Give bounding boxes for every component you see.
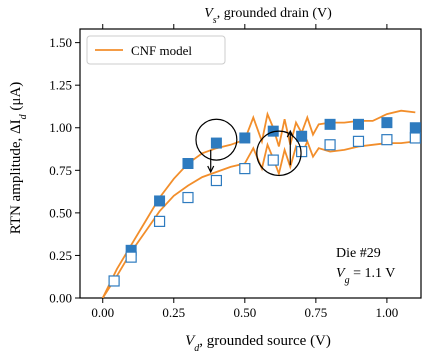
x-tick-label: 0.75: [304, 305, 327, 320]
filled-square-point: [154, 195, 166, 207]
filled-square-point: [296, 130, 308, 142]
legend: CNF model: [86, 35, 226, 65]
plot-frame: [79, 28, 422, 299]
y-tick-label: 1.50: [49, 35, 72, 50]
open-square-point: [153, 215, 166, 227]
legend-label: CNF model: [131, 43, 192, 58]
filled-square-point: [182, 158, 194, 169]
arrow-head: [207, 165, 215, 174]
x-tick-label: 0.25: [162, 305, 185, 320]
y-axis-title: RTN amplitude, ΔId (μA): [8, 82, 29, 235]
open-square-point: [409, 132, 421, 144]
filled-square-point: [381, 117, 393, 129]
filled-square-point: [352, 118, 364, 130]
x-tick-label: 0.00: [91, 305, 114, 320]
y-tick-label: 1.00: [49, 120, 72, 135]
filled-square-point: [324, 118, 336, 130]
open-square-point: [324, 139, 336, 151]
gate-voltage-annotation: Vg = 1.1 V: [336, 266, 395, 286]
highlight-circle: [256, 130, 302, 177]
y-tick-label: 1.25: [49, 78, 72, 93]
open-square-point: [239, 163, 251, 175]
model-line-2: [101, 138, 416, 298]
open-square-point: [267, 154, 279, 166]
open-square-point: [210, 174, 222, 187]
open-square-point: [125, 251, 137, 263]
top-axis-title: Vs, grounded drain (V): [204, 6, 332, 26]
arrow-head: [286, 129, 294, 138]
bottom-axis-title: Vd, grounded source (V): [185, 333, 331, 354]
open-square-point: [182, 191, 194, 204]
highlight-circle: [195, 118, 238, 161]
open-square-point: [296, 145, 308, 158]
filled-square-point: [239, 132, 251, 144]
x-tick-label: 1.00: [376, 305, 399, 320]
model-line-1: [101, 109, 416, 298]
plot-area: 0.00 0.25 0.50 0.75 1.00 0.00 0.25 0.50 0.75 1.00…: [49, 24, 422, 320]
y-tick-label: 0.25: [49, 248, 72, 263]
filled-square-point: [210, 137, 222, 149]
y-tick-label: 0.00: [49, 291, 72, 306]
y-tick-label: 0.75: [49, 163, 72, 178]
open-square-point: [381, 134, 393, 146]
legend-box: [86, 35, 226, 65]
open-square-point: [352, 135, 365, 147]
y-tick-label: 0.50: [49, 205, 72, 220]
filled-square-point: [409, 122, 421, 134]
open-square-point: [108, 275, 120, 287]
x-tick-label: 0.50: [233, 305, 256, 320]
die-annotation: Die #29: [336, 246, 381, 261]
